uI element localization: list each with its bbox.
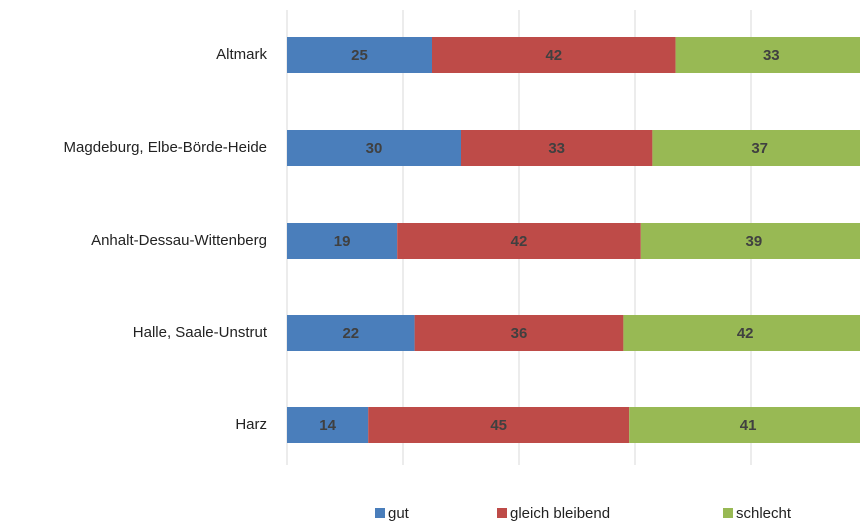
bar-segment — [287, 130, 461, 166]
bar-segment — [461, 130, 653, 166]
legend-label: gleich bleibend — [510, 505, 610, 522]
value-label: 45 — [490, 417, 507, 434]
bar-segment — [640, 223, 860, 259]
legend-label: schlecht — [736, 505, 792, 522]
category-label: Halle, Saale-Unstrut — [133, 324, 268, 341]
legend-swatch — [723, 508, 733, 518]
bar-segment — [623, 315, 860, 351]
category-label: Harz — [235, 416, 267, 433]
category-label: Magdeburg, Elbe-Börde-Heide — [64, 139, 267, 156]
value-label: 22 — [342, 325, 359, 342]
value-label: 42 — [545, 47, 562, 64]
legend-swatch — [375, 508, 385, 518]
value-label: 30 — [366, 140, 383, 157]
bar-segment — [287, 315, 415, 351]
value-label: 14 — [319, 417, 336, 434]
value-label: 41 — [740, 417, 757, 434]
value-label: 39 — [746, 233, 763, 250]
value-label: 25 — [351, 47, 368, 64]
bar-segment — [414, 315, 624, 351]
value-label: 37 — [751, 140, 768, 157]
bar-segment — [432, 37, 676, 73]
bar-segment — [287, 223, 398, 259]
value-label: 33 — [548, 140, 565, 157]
bar-segment — [629, 407, 860, 443]
value-label: 42 — [737, 325, 754, 342]
legend-swatch — [497, 508, 507, 518]
category-label: Anhalt-Dessau-Wittenberg — [91, 232, 267, 249]
value-label: 33 — [763, 47, 780, 64]
value-label: 42 — [511, 233, 528, 250]
bar-segment — [287, 407, 369, 443]
bar-segment — [652, 130, 860, 166]
bar-segment — [368, 407, 630, 443]
bar-segment — [675, 37, 860, 73]
value-label: 36 — [511, 325, 528, 342]
bar-segment — [397, 223, 641, 259]
value-label: 19 — [334, 233, 351, 250]
bar-segment — [287, 37, 432, 73]
category-label: Altmark — [216, 46, 267, 63]
legend-label: gut — [388, 505, 410, 522]
